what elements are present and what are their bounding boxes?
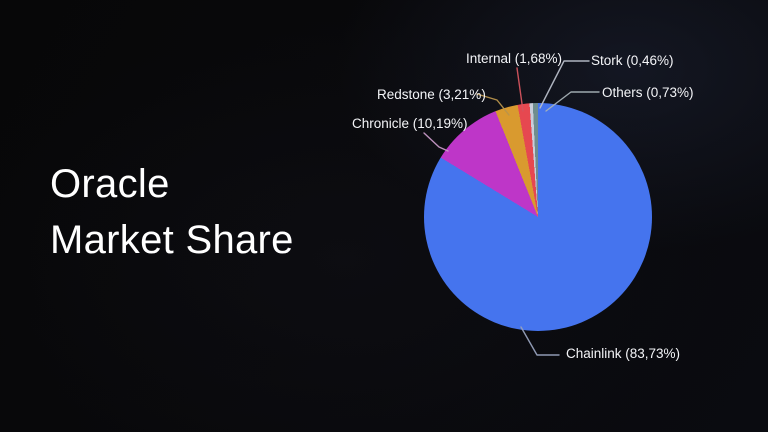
callout-label-stork: Stork (0,46%) <box>591 53 674 68</box>
callout-label-internal: Internal (1,68%) <box>466 51 563 66</box>
callout-label-others: Others (0,73%) <box>602 85 694 100</box>
page-title: Oracle Market Share <box>50 156 294 268</box>
leader-line-stork <box>539 60 590 109</box>
leader-line-chronicle <box>423 132 449 152</box>
pie-chart <box>424 103 652 331</box>
page-title-line-1: Oracle <box>50 162 170 206</box>
callout-label-chainlink: Chainlink (83,73%) <box>566 346 681 361</box>
leader-line-chainlink <box>520 326 560 356</box>
callout-label-redstone: Redstone (3,21%) <box>377 87 486 102</box>
page-title-line-2: Market Share <box>50 218 294 262</box>
callout-label-chronicle: Chronicle (10,19%) <box>352 116 468 131</box>
